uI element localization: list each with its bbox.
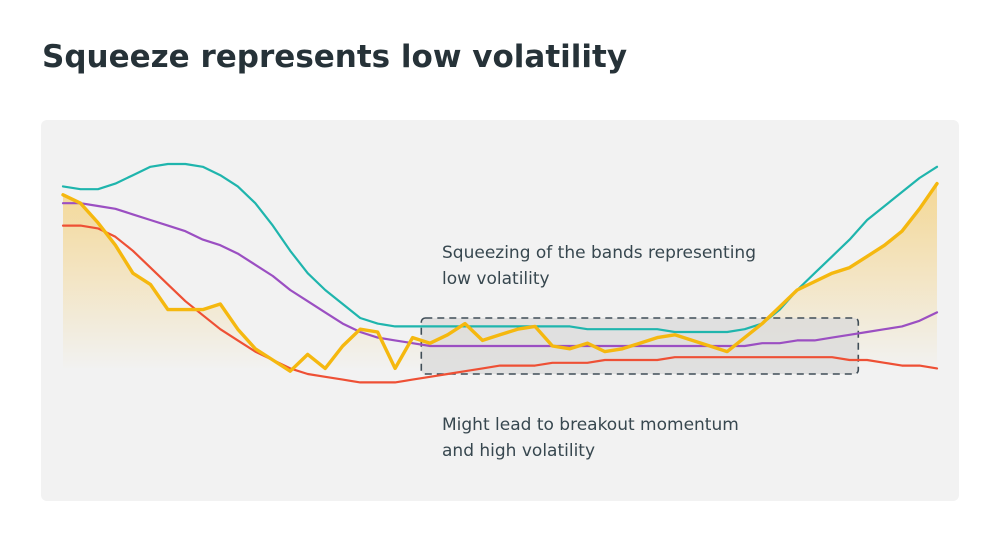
price-line [61, 181, 939, 373]
annotation-breakout-line1: Might lead to breakout momentum [442, 415, 739, 435]
lower-band-line [61, 224, 939, 384]
annotation-breakout-line2: and high volatility [442, 441, 595, 461]
middle-band-line [61, 202, 939, 348]
annotation-squeeze-line2: low volatility [442, 269, 550, 289]
page-title: Squeeze represents low volatility [42, 39, 628, 75]
annotation-squeeze-line1: Squeezing of the bands representing [442, 243, 756, 263]
